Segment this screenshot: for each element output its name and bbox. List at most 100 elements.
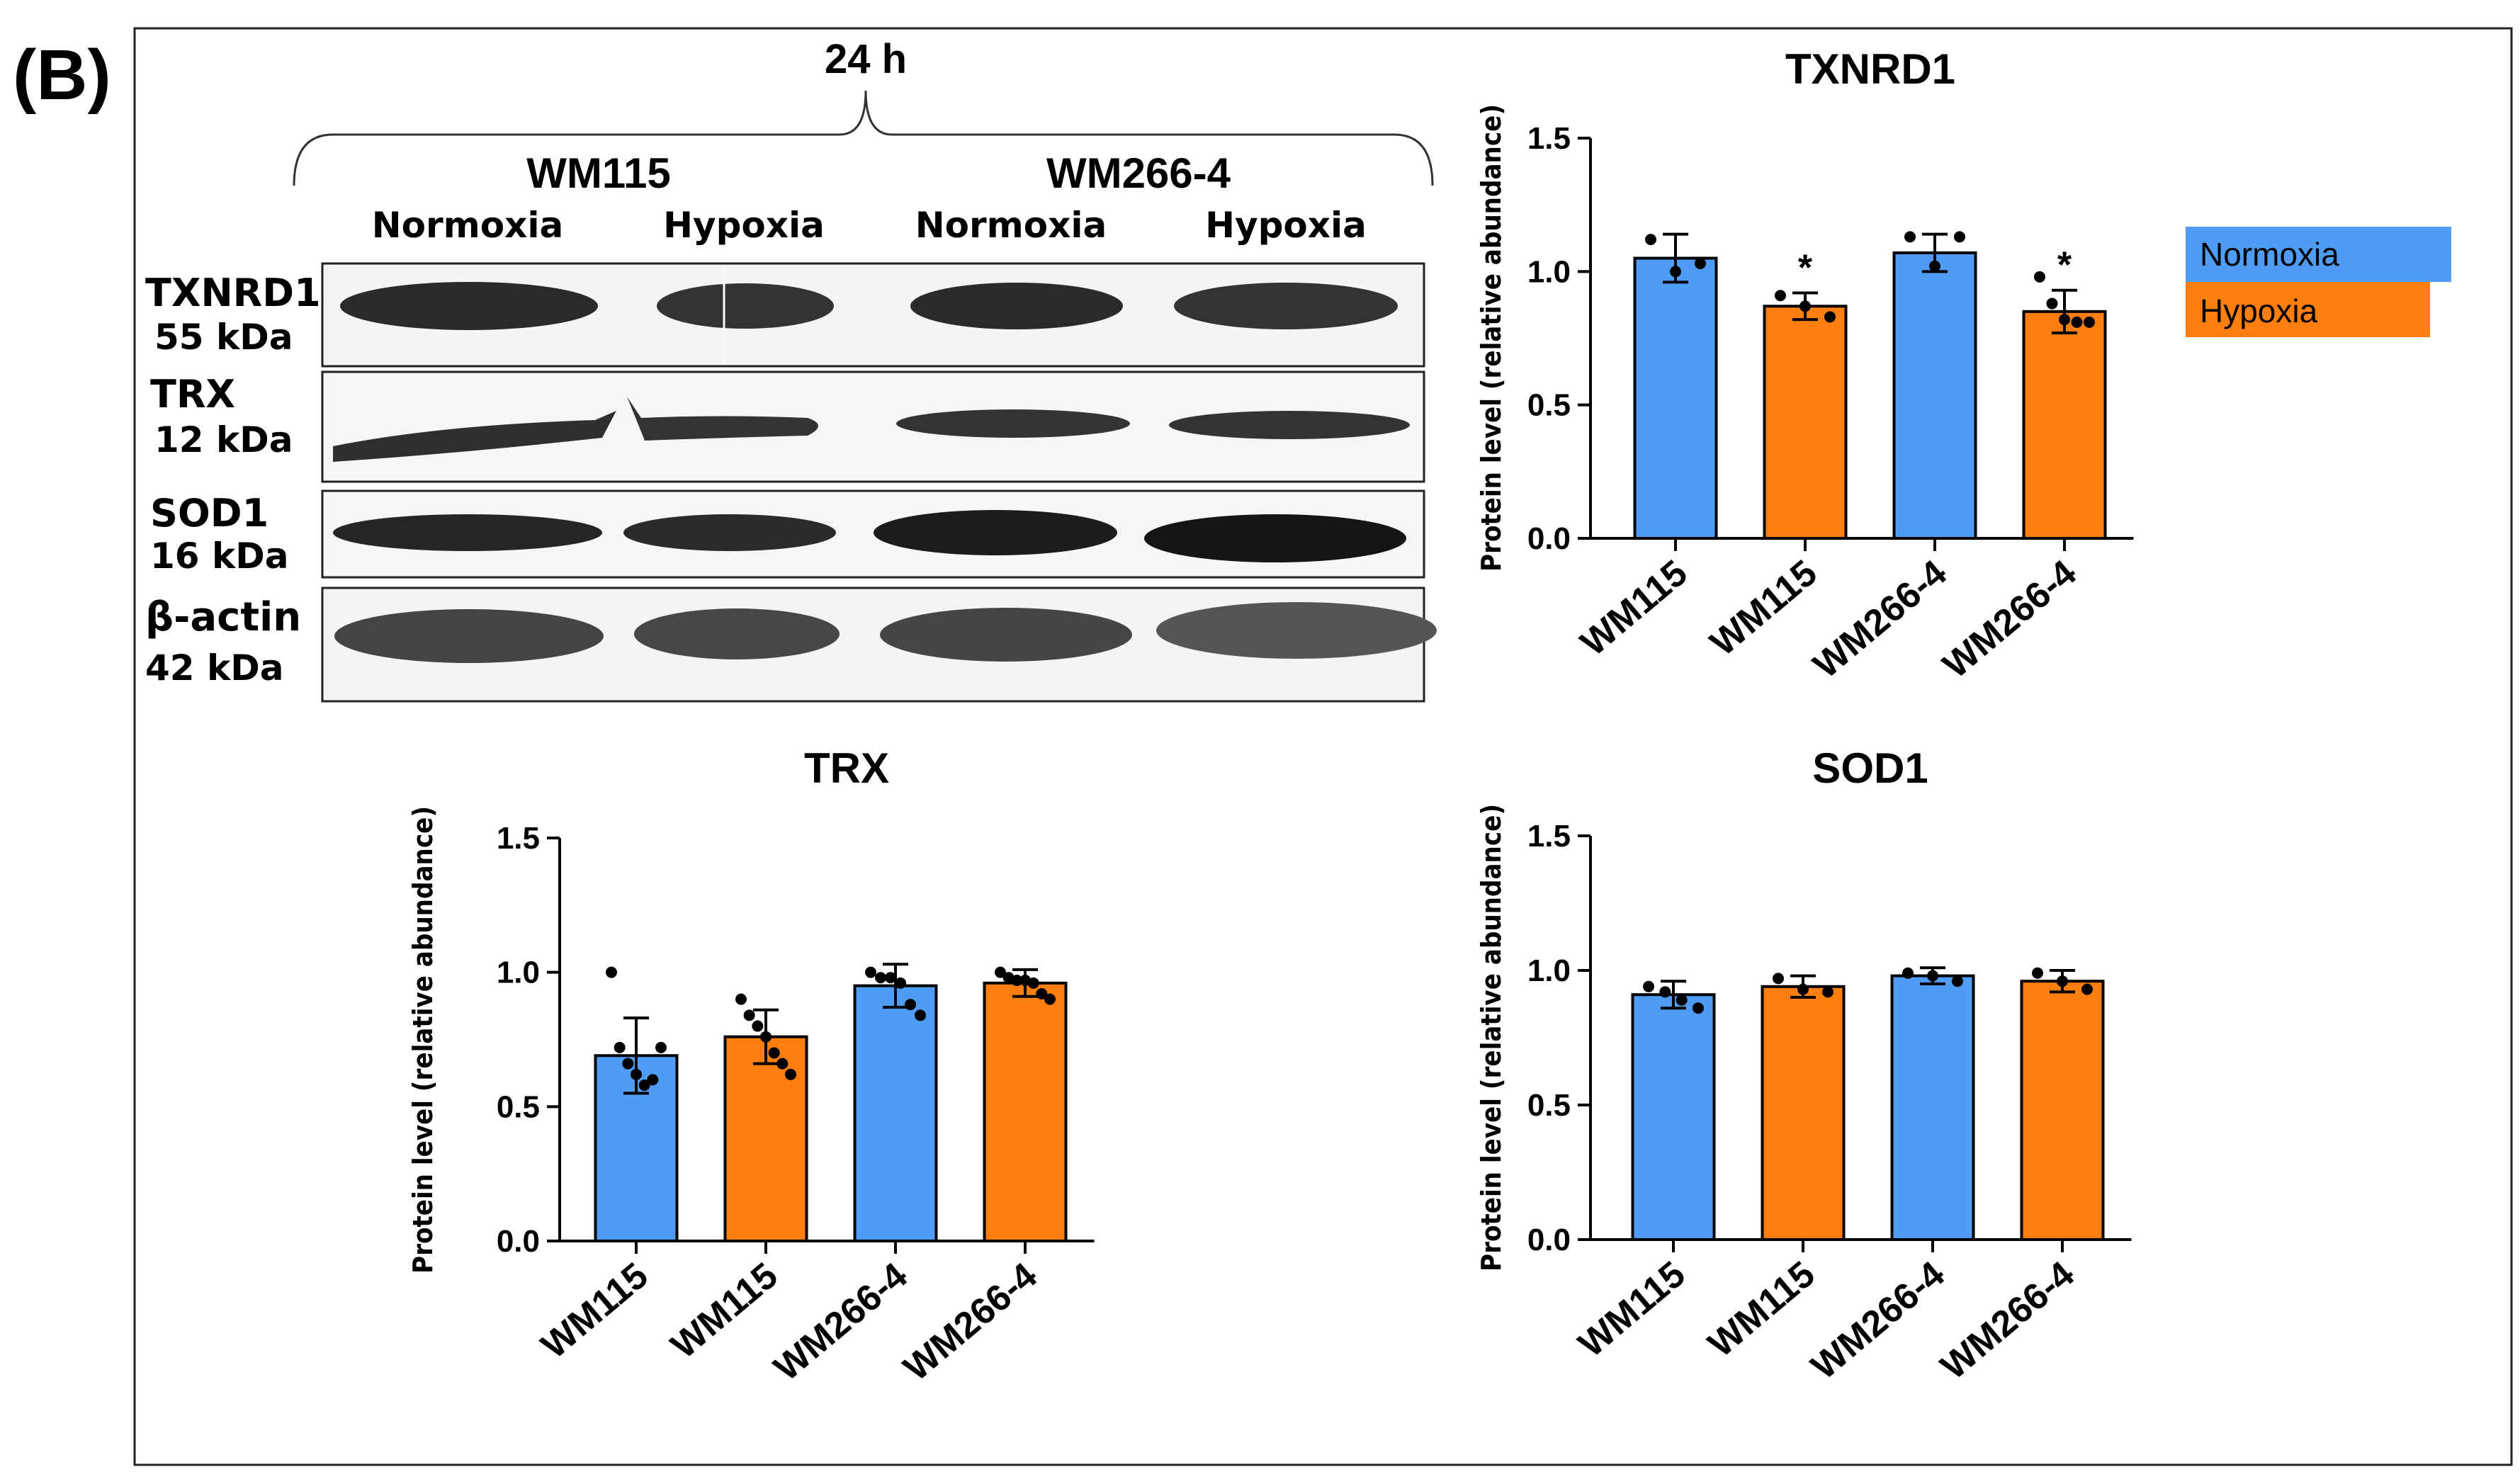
data-point xyxy=(1775,290,1786,302)
x-tick-label: WM115 xyxy=(1700,1254,1822,1366)
data-point xyxy=(2084,316,2095,328)
blot-band xyxy=(910,283,1123,329)
blot-band xyxy=(634,608,840,659)
x-tick-label: WM115 xyxy=(1573,552,1695,664)
chart-txnrd1: TXNRD1 Protein level (relative abundance)… xyxy=(1476,45,2134,686)
data-point xyxy=(1954,231,1965,243)
data-point xyxy=(1027,977,1039,989)
data-point xyxy=(1645,234,1656,246)
blot-timepoint: 24 h xyxy=(825,36,907,82)
blot-protein-name: β-actin xyxy=(145,594,301,640)
blot-band xyxy=(1174,283,1398,329)
data-point xyxy=(735,993,747,1005)
bar xyxy=(1631,993,1716,1241)
data-point xyxy=(638,1079,650,1091)
data-point xyxy=(1904,231,1916,243)
figure-frame xyxy=(133,27,2513,1466)
data-point xyxy=(1659,986,1671,998)
y-tick-label: 1.5 xyxy=(1527,819,1571,854)
data-point xyxy=(1927,970,1938,982)
data-point xyxy=(875,972,886,984)
western-blot: 24 h WM115 WM266-4 Normoxia Hypoxia Norm… xyxy=(145,36,1437,703)
data-point xyxy=(606,966,617,978)
blot-protein-size: 42 kDa xyxy=(145,647,283,688)
data-point xyxy=(1011,975,1023,987)
chart-title: TXNRD1 xyxy=(1785,45,1955,93)
bar xyxy=(1892,251,1977,540)
y-tick-label: 0.0 xyxy=(1527,1223,1571,1257)
x-tick-label: WM266-4 xyxy=(1804,1254,1953,1388)
data-point xyxy=(614,1041,626,1053)
y-tick-label: 0.5 xyxy=(1527,388,1571,423)
data-point xyxy=(1676,994,1688,1006)
data-point xyxy=(865,966,876,978)
data-point xyxy=(768,1047,780,1059)
x-tick-label: WM266-4 xyxy=(896,1255,1045,1389)
data-point xyxy=(895,977,906,989)
bar xyxy=(2020,980,2105,1241)
data-point xyxy=(885,972,896,984)
data-point xyxy=(1902,967,1914,979)
bar xyxy=(1763,305,1848,540)
blot-lane-label: Normoxia xyxy=(915,205,1107,246)
data-point xyxy=(1929,260,1940,272)
blot-band xyxy=(1144,514,1406,562)
data-point xyxy=(995,966,1006,978)
y-axis-label: Protein level (relative abundance) xyxy=(407,806,439,1274)
y-tick-label: 0.5 xyxy=(1527,1088,1571,1123)
blot-band xyxy=(627,397,818,441)
blot-lane-label: Hypoxia xyxy=(663,205,825,246)
x-tick-label: WM266-4 xyxy=(1933,1254,2082,1388)
x-tick-label: WM266-4 xyxy=(767,1255,915,1389)
chart-title: TRX xyxy=(804,744,889,792)
blot-band xyxy=(896,409,1130,438)
blot-lane-label: Normoxia xyxy=(372,205,563,246)
data-point xyxy=(776,1058,789,1070)
y-tick-label: 0.0 xyxy=(1527,521,1571,556)
data-point xyxy=(905,999,916,1011)
x-tick-label: WM115 xyxy=(663,1255,785,1367)
data-point xyxy=(1799,300,1811,312)
data-point xyxy=(631,1068,642,1080)
bar xyxy=(1633,256,1718,540)
data-point xyxy=(760,1031,772,1043)
chart-title: SOD1 xyxy=(1812,744,1928,792)
bar xyxy=(853,984,938,1242)
legend-swatch-normoxia xyxy=(2186,227,2451,282)
y-tick-label: 0.0 xyxy=(497,1224,540,1259)
data-point xyxy=(1952,975,1963,987)
blot-cellline-wm266: WM266-4 xyxy=(1046,149,1231,197)
significance-marker: * xyxy=(1798,247,1813,288)
bar xyxy=(983,981,1068,1242)
data-point xyxy=(647,1074,659,1086)
data-point xyxy=(1824,311,1836,323)
data-point xyxy=(1643,980,1654,992)
blot-band xyxy=(333,411,616,462)
data-point xyxy=(1670,266,1681,278)
blot-band xyxy=(1156,602,1437,659)
blot-band xyxy=(623,514,836,551)
data-point xyxy=(2034,271,2045,283)
chart-sod1: SOD1 Protein level (relative abundance) 0.… xyxy=(1476,744,2132,1388)
x-tick-label: WM115 xyxy=(1702,552,1824,664)
data-point xyxy=(752,1020,764,1032)
data-point xyxy=(2071,316,2083,328)
x-tick-label: WM115 xyxy=(1571,1254,1693,1366)
blot-protein-name: SOD1 xyxy=(150,491,269,536)
y-axis-label: Protein level (relative abundance) xyxy=(1476,804,1507,1271)
legend-label-hypoxia: Hypoxia xyxy=(2200,293,2318,329)
blot-protein-size: 12 kDa xyxy=(154,419,293,460)
blot-protein-name: TRX xyxy=(150,372,235,416)
blot-band xyxy=(340,282,598,330)
y-tick-label: 1.0 xyxy=(1527,953,1571,988)
blot-band xyxy=(880,608,1132,662)
legend-label-normoxia: Normoxia xyxy=(2200,236,2339,273)
x-tick-label: WM266-4 xyxy=(1806,552,1955,686)
x-tick-label: WM266-4 xyxy=(1936,552,2084,686)
data-point xyxy=(743,1009,755,1021)
y-axis-label: Protein level (relative abundance) xyxy=(1476,104,1507,572)
data-point xyxy=(1044,993,1056,1005)
data-point xyxy=(1797,983,1809,995)
data-point xyxy=(1773,973,1784,985)
